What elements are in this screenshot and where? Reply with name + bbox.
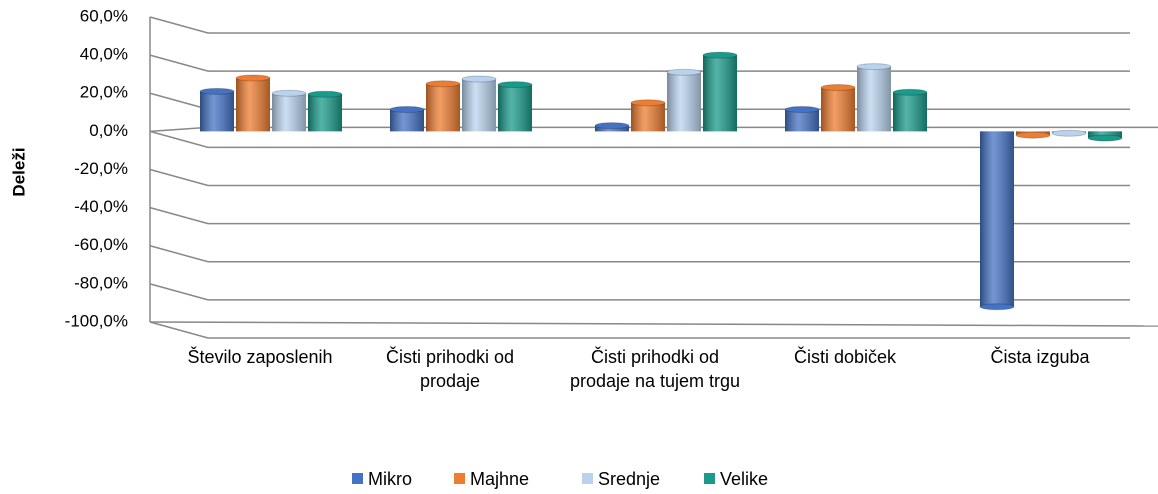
bar <box>307 90 343 132</box>
bar-cap <box>979 303 1015 311</box>
bar-shade <box>785 109 819 132</box>
bar-cap <box>630 99 666 107</box>
grid-line <box>149 54 1130 72</box>
grid-line <box>149 130 1130 149</box>
legend-label: Velike <box>720 469 768 489</box>
y-tick-label: -60,0% <box>74 235 128 254</box>
y-tick-label: -20,0% <box>74 159 128 178</box>
bar-shade <box>857 66 891 132</box>
legend-label: Mikro <box>368 469 412 489</box>
bar <box>461 75 497 132</box>
x-tick-label: Čisti dobiček <box>793 347 897 367</box>
bar-cap <box>856 63 892 71</box>
x-tick-label: Čisti prihodki od prodaje <box>385 347 515 391</box>
bar-cap <box>307 90 343 98</box>
grid-line <box>149 245 1130 263</box>
grid-line <box>149 206 1130 225</box>
bar-cap <box>820 84 856 92</box>
bar-shade <box>1088 131 1122 139</box>
bar-shade <box>236 78 270 132</box>
bar <box>497 81 533 132</box>
y-tick-label: -100,0% <box>65 311 128 330</box>
bar <box>630 99 666 132</box>
bar-cap <box>1015 131 1051 139</box>
bar-shade <box>498 84 532 132</box>
bar-cap <box>594 122 630 130</box>
bar-shade <box>631 102 665 132</box>
bar <box>235 74 271 132</box>
bar-shade <box>462 78 496 132</box>
bar <box>784 105 820 132</box>
floor-edge <box>149 321 1158 327</box>
bar-cap <box>235 74 271 82</box>
bar-shade <box>426 83 460 132</box>
y-tick-label: -80,0% <box>74 273 128 292</box>
x-tick-label: Število zaposlenih <box>187 347 333 367</box>
y-tick-label: -40,0% <box>74 197 128 216</box>
bar <box>820 84 856 132</box>
bar <box>1051 129 1087 137</box>
bar <box>1087 131 1123 142</box>
x-tick-label: Čisti prihodki od prodaje na tujem trgu <box>569 347 741 391</box>
bar-cap <box>784 105 820 113</box>
bar-cap <box>1087 134 1123 142</box>
bar-shade <box>893 92 927 132</box>
bar-shade <box>821 87 855 132</box>
bar <box>594 122 630 132</box>
bar-shade <box>667 72 701 132</box>
bar-cap <box>892 88 928 96</box>
bar-shade <box>200 91 234 132</box>
bar <box>271 89 307 132</box>
y-tick-label: 0,0% <box>89 121 128 140</box>
bar-shade <box>272 93 306 132</box>
legend-swatch <box>352 473 363 484</box>
bar <box>702 51 738 132</box>
grid-line <box>149 321 1130 339</box>
bar <box>425 80 461 132</box>
bar-cap <box>461 75 497 83</box>
bar-cap <box>425 80 461 88</box>
y-axis-title: Deleži <box>9 147 28 196</box>
legend-swatch <box>454 473 465 484</box>
bar-cap <box>199 87 235 95</box>
y-tick-label: 40,0% <box>80 45 128 64</box>
legend-swatch <box>704 473 715 484</box>
legend-label: Srednje <box>598 469 660 489</box>
bar-shade <box>703 55 737 132</box>
bar <box>199 87 235 132</box>
bar-cap <box>1051 129 1087 137</box>
legend-label: Majhne <box>470 469 529 489</box>
x-tick-label: Čista izguba <box>990 347 1090 367</box>
y-tick-label: 20,0% <box>80 83 128 102</box>
bar-cap <box>271 89 307 97</box>
bar <box>389 105 425 132</box>
grid-line <box>149 16 1130 34</box>
bar <box>856 63 892 132</box>
bar-shade <box>390 109 424 132</box>
legend-swatch <box>582 473 593 484</box>
bar-cap <box>666 68 702 76</box>
grid-line <box>149 168 1130 187</box>
bar <box>666 68 702 132</box>
bar-cap <box>702 51 738 59</box>
bar-shade <box>308 94 342 132</box>
y-tick-label: 60,0% <box>80 6 128 25</box>
grid-line <box>149 283 1130 301</box>
bar <box>1015 131 1051 139</box>
bar <box>979 131 1015 311</box>
bar <box>892 88 928 132</box>
bar-shade <box>980 131 1014 307</box>
bar-cap <box>389 105 425 113</box>
bar-cap <box>497 81 533 89</box>
